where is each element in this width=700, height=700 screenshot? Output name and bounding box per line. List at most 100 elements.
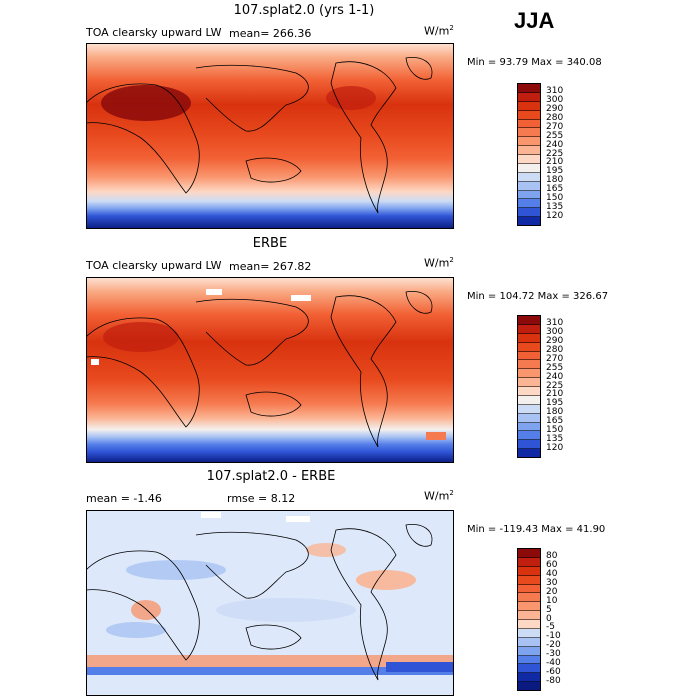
panel3-coastlines bbox=[86, 523, 433, 681]
panel2-colorbar-swatch bbox=[518, 431, 540, 441]
panel1-colorbar-swatch bbox=[518, 217, 540, 225]
panel2-colorbar-swatch bbox=[518, 395, 540, 405]
panel2-colorbar-labels: 310 300 290 280 270 255 240 225 210 195 180 165 150 1… bbox=[546, 315, 586, 458]
panel2-colorbar-swatch bbox=[518, 333, 540, 343]
panel3-warm-patch-1 bbox=[131, 600, 161, 620]
panel3-colorbar-swatch bbox=[518, 557, 540, 567]
panel3-colorbar-label: -30 bbox=[546, 649, 561, 660]
panel3-colorbar-label: -60 bbox=[546, 667, 561, 678]
panel3-warm-band-south bbox=[86, 655, 454, 667]
panel1-coastlines bbox=[86, 56, 433, 214]
panel3-colorbar-swatch bbox=[518, 628, 540, 638]
season-label: JJA bbox=[514, 8, 555, 33]
panel3-colorbar-swatch bbox=[518, 566, 540, 576]
panel1-colorbar-label: 165 bbox=[546, 184, 564, 195]
panel1-map-frame bbox=[86, 43, 454, 229]
panel3-map bbox=[86, 510, 454, 696]
panel3-colorbar bbox=[517, 548, 541, 691]
panel2-colorbar-label: 135 bbox=[546, 434, 564, 445]
panel2-colorbar-swatch bbox=[518, 422, 540, 432]
panel1-colorbar-swatch bbox=[518, 146, 540, 155]
panel3-title: 107.splat2.0 - ERBE bbox=[206, 469, 336, 484]
panel2-colorbar-label: 195 bbox=[546, 398, 564, 409]
panel2-colorbar-label: 240 bbox=[546, 371, 564, 382]
panel1-colorbar-label: 300 bbox=[546, 94, 564, 105]
panel3-colorbar-label: 0 bbox=[546, 613, 552, 624]
panel3-cold-patch bbox=[386, 662, 454, 672]
panel2-colorbar-swatch bbox=[518, 316, 540, 325]
panel3-warm-patch-3 bbox=[306, 543, 346, 557]
panel3-units: W/m2 bbox=[424, 489, 454, 503]
panel2-colorbar-swatch bbox=[518, 360, 540, 370]
panel3-colorbar-label: -40 bbox=[546, 658, 561, 669]
panel2-missing-1 bbox=[91, 359, 99, 365]
panel2-colorbar-label: 120 bbox=[546, 443, 564, 454]
panel2-colorbar-swatch bbox=[518, 449, 540, 457]
panel1-colorbar-swatch bbox=[518, 137, 540, 147]
panel1-colorbar-swatch bbox=[518, 110, 540, 120]
panel1-colorbar-swatch bbox=[518, 84, 540, 93]
panel1-colorbar-swatch bbox=[518, 155, 540, 164]
panel2-colorbar bbox=[517, 315, 541, 458]
panel2-colorbar-swatch bbox=[518, 387, 540, 396]
panel2-colorbar-label: 210 bbox=[546, 389, 564, 400]
panel2-colorbar-label: 225 bbox=[546, 380, 564, 391]
panel3-rmse: rmse = 8.12 bbox=[227, 492, 296, 505]
panel2-missing-3 bbox=[291, 295, 311, 301]
panel2-colorbar-swatch bbox=[518, 324, 540, 334]
panel1-mean: mean= 266.36 bbox=[229, 27, 312, 40]
panel1-field bbox=[86, 43, 454, 229]
panel3-colorbar-swatch bbox=[518, 655, 540, 665]
panel1-colorbar-label: 150 bbox=[546, 193, 564, 204]
panel3-warm-patch-2 bbox=[356, 570, 416, 590]
panel1-colorbar-label: 280 bbox=[546, 112, 564, 123]
panel2-colorbar-swatch bbox=[518, 342, 540, 352]
panel2-colorbar-label: 150 bbox=[546, 425, 564, 436]
panel2-colorbar-swatch bbox=[518, 378, 540, 387]
panel1-hotspot-america bbox=[326, 86, 376, 110]
panel3-missing-1 bbox=[201, 512, 221, 518]
panel1-colorbar-swatch bbox=[518, 92, 540, 102]
panel3-cool-band-1 bbox=[126, 560, 226, 580]
panel2-colorbar-label: 270 bbox=[546, 353, 564, 364]
panel3-colorbar-swatch bbox=[518, 575, 540, 585]
panel1-hotspot-africa bbox=[101, 85, 191, 121]
panel3-colorbar-label: -20 bbox=[546, 640, 561, 651]
panel1-colorbar-swatch bbox=[518, 163, 540, 173]
panel2-colorbar-swatch bbox=[518, 404, 540, 414]
panel2-field bbox=[86, 277, 454, 463]
panel3-colorbar-label: 60 bbox=[546, 559, 558, 570]
panel2-colorbar-label: 310 bbox=[546, 317, 564, 328]
panel1-minmax: Min = 93.79 Max = 340.08 bbox=[467, 57, 602, 68]
panel3-colorbar-swatch bbox=[518, 620, 540, 629]
panel2-variable: TOA clearsky upward LW bbox=[86, 259, 222, 272]
panel1-colorbar-label: 180 bbox=[546, 175, 564, 186]
panel2-map-frame bbox=[86, 277, 454, 463]
panel3-colorbar-label: -5 bbox=[546, 622, 555, 633]
panel1-colorbar-label: 210 bbox=[546, 157, 564, 168]
panel3-map-frame bbox=[86, 510, 454, 696]
panel1-colorbar-label: 255 bbox=[546, 130, 564, 141]
panel3-colorbar-swatch bbox=[518, 584, 540, 594]
panel3-colorbar-swatch bbox=[518, 637, 540, 647]
panel2-colorbar-label: 280 bbox=[546, 344, 564, 355]
panel2-colorbar-label: 300 bbox=[546, 326, 564, 337]
panel1-colorbar-swatch bbox=[518, 199, 540, 209]
panel2-minmax: Min = 104.72 Max = 326.67 bbox=[467, 291, 609, 302]
panel2-hotspot-africa bbox=[103, 322, 179, 352]
panel1-units: W/m2 bbox=[424, 24, 454, 38]
panel1-colorbar-swatch bbox=[518, 208, 540, 218]
panel3-colorbar-swatch bbox=[518, 682, 540, 690]
panel2-title: ERBE bbox=[252, 236, 288, 251]
panel2-patch bbox=[426, 432, 446, 440]
panel3-cool-band-3 bbox=[106, 622, 166, 638]
panel1-colorbar-labels: 310 300 290 280 270 255 240 225 210 195 180 165 150 1… bbox=[546, 83, 586, 226]
panel1-colorbar bbox=[517, 83, 541, 226]
panel3-colorbar-label: -80 bbox=[546, 676, 561, 687]
panel1-colorbar-label: 135 bbox=[546, 202, 564, 213]
panel2-map bbox=[86, 277, 454, 463]
panel1-colorbar-label: 225 bbox=[546, 148, 564, 159]
panel3-cool-band-2 bbox=[216, 598, 356, 622]
panel2-units: W/m2 bbox=[424, 256, 454, 270]
panel1-colorbar-label: 240 bbox=[546, 139, 564, 150]
